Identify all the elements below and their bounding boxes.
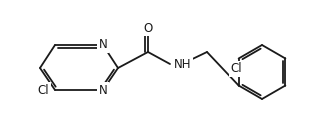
Text: Cl: Cl [37,83,49,96]
Text: N: N [99,83,107,96]
Text: O: O [143,22,152,34]
Text: N: N [99,39,107,51]
Text: NH: NH [174,58,191,71]
Text: Cl: Cl [231,63,243,75]
